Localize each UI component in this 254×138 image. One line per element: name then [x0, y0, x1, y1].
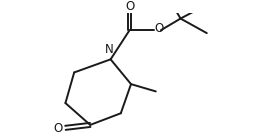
Text: N: N	[105, 43, 114, 56]
Text: O: O	[154, 22, 163, 35]
Text: O: O	[54, 122, 63, 135]
Text: O: O	[125, 0, 134, 13]
